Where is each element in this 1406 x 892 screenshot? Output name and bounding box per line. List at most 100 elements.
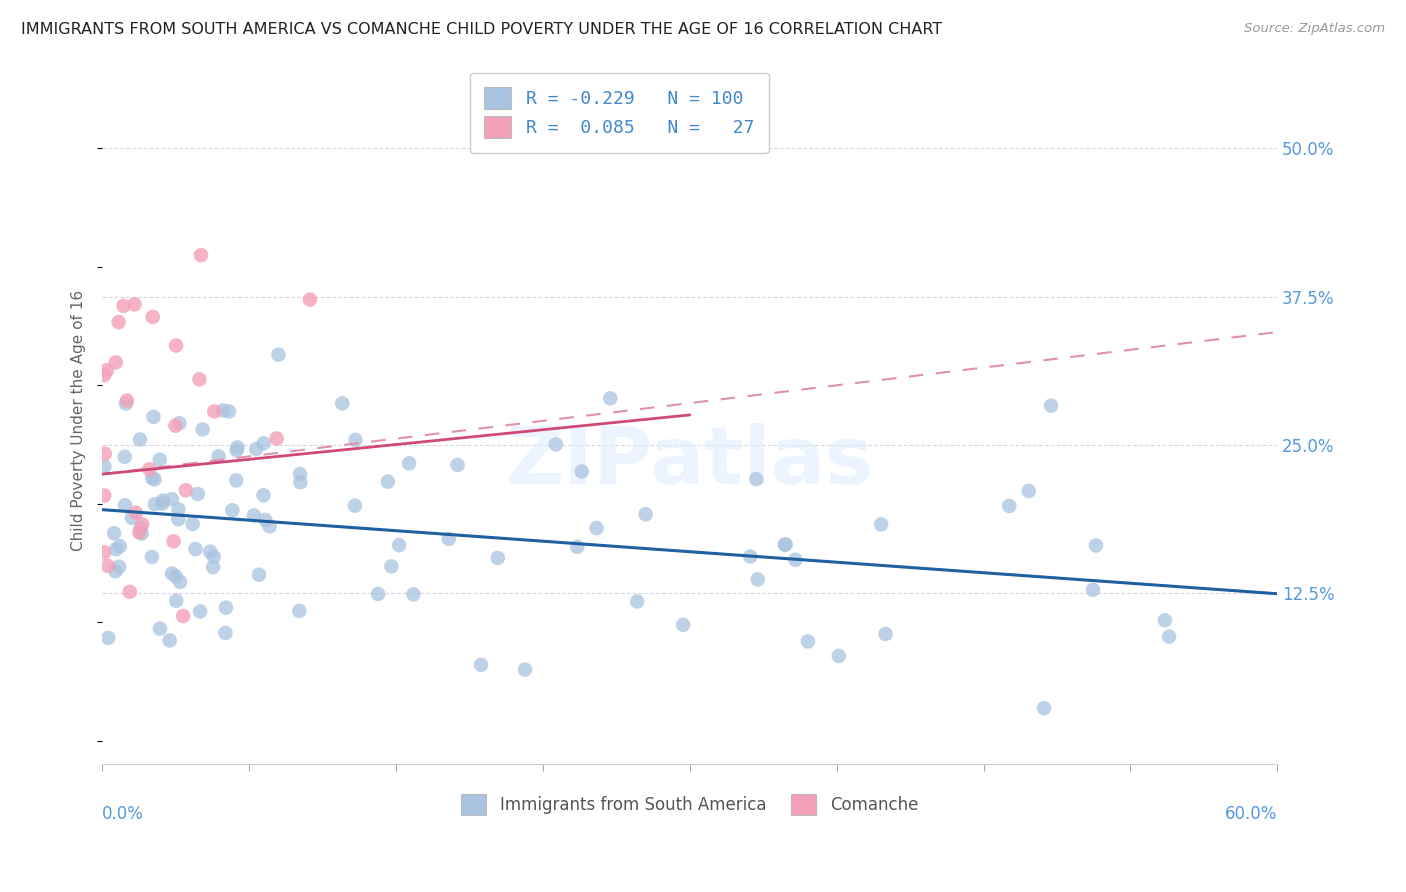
Text: 0.0%: 0.0% — [103, 805, 143, 823]
Point — [165, 338, 187, 352]
Point — [740, 549, 762, 564]
Point — [191, 422, 214, 436]
Point — [1040, 399, 1063, 413]
Point — [797, 634, 820, 648]
Point — [162, 534, 184, 549]
Point — [747, 573, 769, 587]
Point — [165, 569, 187, 583]
Point — [143, 497, 166, 511]
Point — [380, 559, 402, 574]
Point — [159, 633, 181, 648]
Point — [225, 474, 247, 488]
Point — [105, 542, 128, 557]
Point — [870, 517, 893, 532]
Point — [121, 510, 143, 524]
Point — [138, 462, 160, 476]
Point — [124, 297, 146, 311]
Point — [773, 538, 796, 552]
Point — [131, 517, 153, 532]
Point — [344, 433, 367, 447]
Point — [243, 508, 266, 523]
Point — [165, 418, 187, 433]
Point — [1018, 483, 1040, 498]
Point — [169, 574, 191, 589]
Point — [112, 299, 135, 313]
Point — [188, 604, 211, 618]
Point — [165, 593, 187, 607]
Point — [875, 627, 897, 641]
Point — [330, 396, 353, 410]
Point — [149, 452, 172, 467]
Point — [252, 488, 274, 502]
Point — [599, 392, 621, 406]
Text: 60.0%: 60.0% — [1225, 805, 1277, 823]
Point — [298, 293, 321, 307]
Point — [152, 497, 174, 511]
Text: ZIPatlas: ZIPatlas — [506, 423, 875, 501]
Point — [96, 363, 118, 377]
Point — [1081, 582, 1104, 597]
Point — [245, 442, 267, 456]
Point — [167, 502, 190, 516]
Point — [402, 587, 425, 601]
Point — [107, 315, 129, 329]
Point — [93, 489, 115, 503]
Point — [288, 467, 311, 481]
Point — [208, 450, 231, 464]
Point — [226, 441, 249, 455]
Point — [267, 348, 290, 362]
Point — [93, 545, 115, 559]
Point — [93, 368, 115, 383]
Point — [190, 248, 212, 262]
Point — [141, 471, 163, 485]
Point — [167, 512, 190, 526]
Point — [103, 526, 125, 541]
Point — [1157, 630, 1180, 644]
Point — [94, 447, 117, 461]
Point — [202, 549, 225, 564]
Point — [115, 396, 138, 410]
Point — [828, 648, 851, 663]
Point — [115, 393, 138, 408]
Point — [672, 617, 695, 632]
Point — [97, 631, 120, 645]
Point — [142, 310, 165, 324]
Point — [152, 493, 174, 508]
Point — [218, 404, 240, 418]
Point — [775, 537, 797, 551]
Point — [571, 465, 593, 479]
Point — [202, 404, 225, 418]
Point — [125, 506, 148, 520]
Point — [187, 487, 209, 501]
Point — [143, 472, 166, 486]
Y-axis label: Child Poverty Under the Age of 16: Child Poverty Under the Age of 16 — [72, 290, 86, 551]
Point — [149, 622, 172, 636]
Point — [785, 553, 807, 567]
Point — [377, 475, 399, 489]
Point — [104, 564, 127, 578]
Point — [247, 567, 270, 582]
Point — [108, 559, 131, 574]
Point — [104, 355, 127, 369]
Point — [114, 498, 136, 512]
Point — [259, 519, 281, 533]
Point — [184, 542, 207, 557]
Text: IMMIGRANTS FROM SOUTH AMERICA VS COMANCHE CHILD POVERTY UNDER THE AGE OF 16 CORR: IMMIGRANTS FROM SOUTH AMERICA VS COMANCH… — [21, 22, 942, 37]
Point — [131, 526, 153, 541]
Point — [188, 372, 211, 386]
Point — [626, 594, 648, 608]
Point — [225, 443, 247, 458]
Point — [567, 540, 589, 554]
Point — [160, 566, 183, 581]
Point — [513, 663, 536, 677]
Point — [221, 503, 243, 517]
Point — [634, 507, 657, 521]
Point — [141, 549, 163, 564]
Point — [93, 459, 115, 474]
Point — [129, 521, 152, 535]
Point — [198, 544, 221, 558]
Point — [160, 492, 183, 507]
Point — [128, 525, 150, 540]
Point — [1084, 538, 1107, 552]
Point — [129, 433, 152, 447]
